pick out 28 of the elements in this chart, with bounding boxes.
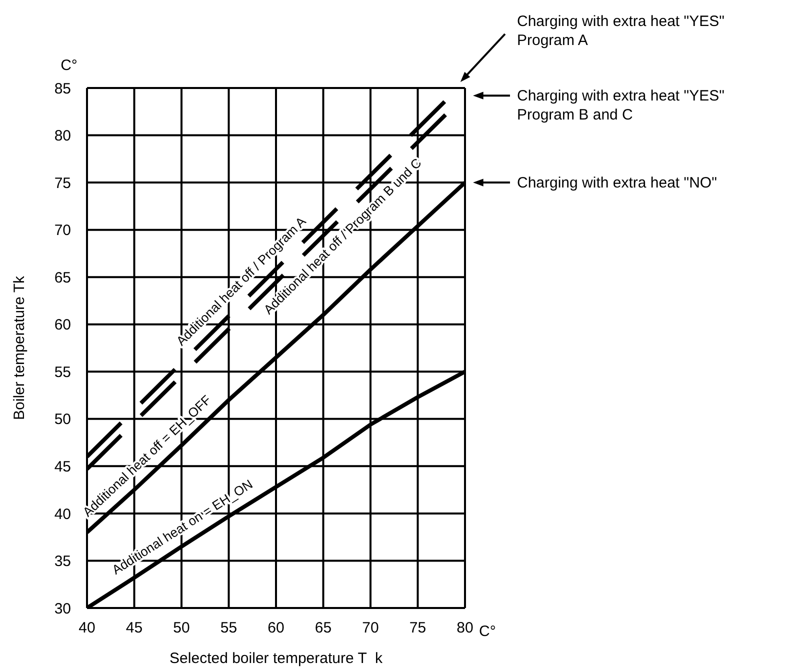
x-tick-label: 55	[220, 620, 238, 637]
y-tick-label: 75	[54, 174, 71, 192]
text: Charging with extra heat "NO"	[517, 174, 717, 192]
y-tick-label: 70	[54, 222, 71, 240]
text: C°	[60, 57, 78, 74]
text: C°	[479, 623, 496, 640]
y-tick-label: 85	[54, 80, 71, 98]
y-tick-label: 55	[54, 364, 71, 381]
x-axis-title: Selected boiler temperature T k	[170, 650, 383, 667]
x-tick-label: 45	[126, 620, 143, 637]
text: Charging with extra heat "YES" Program A	[517, 13, 724, 49]
x-tick-label: 75	[409, 620, 426, 637]
y-tick-label: 50	[54, 411, 71, 428]
y-tick-label: 35	[54, 553, 71, 570]
x-tick-label: 70	[362, 620, 379, 637]
text: Charging with extra heat "YES" Program B and C	[517, 88, 724, 124]
y-tick-label: 80	[54, 128, 71, 145]
x-tick-label: 80	[456, 620, 474, 637]
x-tick-label: 60	[268, 620, 284, 637]
y-tick-label: 40	[54, 506, 71, 523]
x-tick-label: 40	[78, 620, 96, 637]
y-tick-label: 65	[54, 269, 71, 286]
x-tick-label: 50	[173, 620, 190, 637]
y-tick-label: 45	[54, 458, 71, 476]
y-tick-label: 30	[54, 600, 71, 618]
x-tick-label: 65	[314, 620, 332, 637]
y-axis-title: Boiler temperature Tk	[11, 276, 28, 420]
y-tick-label: 60	[54, 316, 71, 334]
